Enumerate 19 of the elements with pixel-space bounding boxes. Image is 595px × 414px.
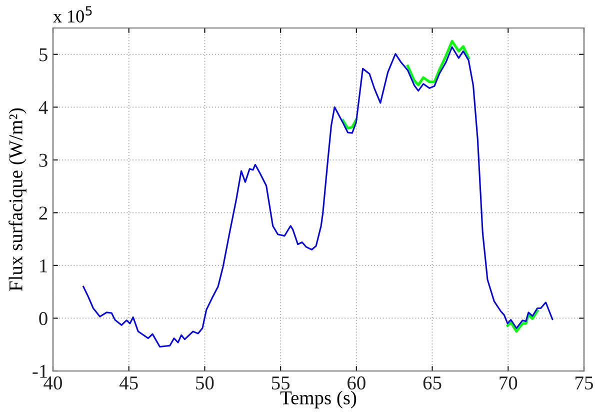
y-tick-label: 1: [40, 259, 47, 272]
y-tick-label: 5: [40, 48, 48, 62]
x-tick-label: 70: [500, 376, 518, 390]
y-tick-label: 0: [39, 312, 48, 326]
x-tick-label: 50: [196, 376, 214, 390]
x-tick-label: 40: [44, 376, 62, 390]
text: x 10$^{5}$: [53, 6, 92, 22]
x-tick-label: 45: [120, 376, 138, 390]
y-axis-title: Flux surfacique (W/m²): [8, 108, 26, 291]
y-tick-label: -1: [32, 364, 47, 378]
y-tick-label: 2: [39, 206, 48, 220]
x-tick-label: 65: [423, 376, 442, 390]
x-axis-title: Temps (s): [280, 390, 356, 408]
x-tick-label: 55: [272, 376, 290, 390]
y-tick-label: 4: [38, 101, 48, 114]
x-tick-label: 75: [576, 376, 593, 390]
line-series: [82, 46, 554, 348]
x-tick-label: 60: [348, 376, 366, 390]
y-tick-label: 3: [39, 154, 48, 167]
